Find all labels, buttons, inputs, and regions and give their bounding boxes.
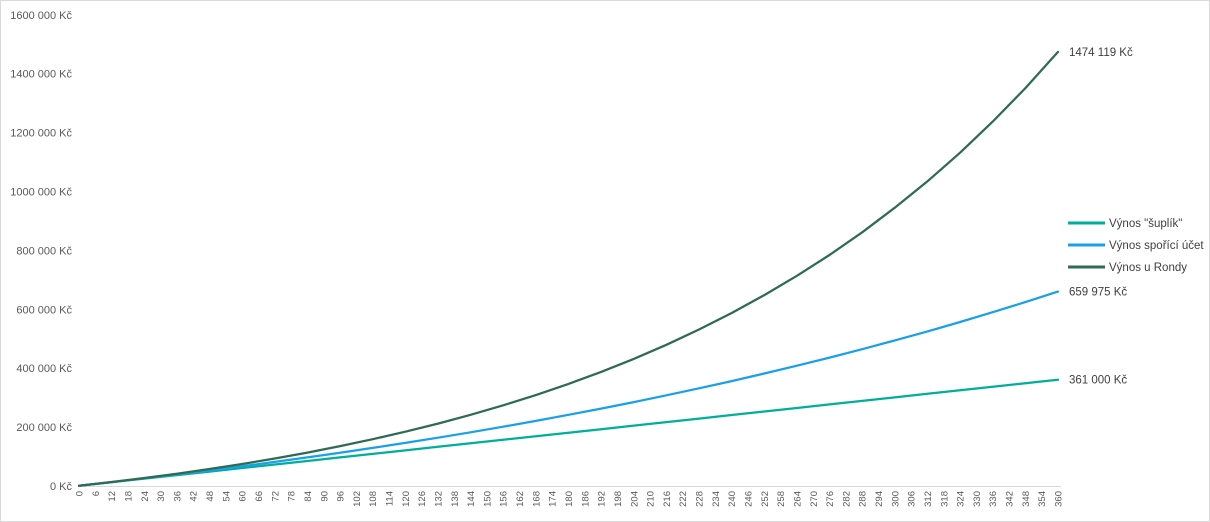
y-tick-label: 1400 000 Kč xyxy=(10,69,72,81)
x-tick-label: 78 xyxy=(287,491,298,502)
legend-item-2[interactable]: Výnos spořící účet xyxy=(1068,240,1204,252)
x-tick-label: 120 xyxy=(401,491,412,507)
x-tick-label: 174 xyxy=(548,491,559,507)
x-tick-label: 210 xyxy=(646,491,657,507)
x-tick-label: 216 xyxy=(662,491,673,507)
x-tick-label: 186 xyxy=(580,491,591,507)
x-tick-label: 102 xyxy=(352,491,363,507)
x-tick-label: 264 xyxy=(792,491,803,507)
x-tick-label: 60 xyxy=(238,491,249,502)
x-tick-label: 294 xyxy=(874,491,885,507)
x-tick-label: 258 xyxy=(776,491,787,507)
y-tick-label: 1000 000 Kč xyxy=(10,187,72,199)
x-tick-label: 228 xyxy=(695,491,706,507)
x-tick-label: 138 xyxy=(450,491,461,507)
x-tick-label: 348 xyxy=(1021,491,1032,507)
x-tick-label: 96 xyxy=(336,491,347,502)
series-end-label-3: 1474 119 Kč xyxy=(1069,47,1133,59)
x-tick-label: 204 xyxy=(629,491,640,507)
x-axis-tick-labels: 0 6 12 18 24 30 36 42 48 54 60 66 72 78 84 90 96 102 108 11… xyxy=(75,491,1065,507)
x-tick-label: 54 xyxy=(221,491,232,502)
series-line-3[interactable] xyxy=(77,50,1060,487)
x-tick-label: 324 xyxy=(956,491,967,507)
y-tick-label: 400 000 Kč xyxy=(16,363,72,375)
x-tick-label: 72 xyxy=(270,491,281,502)
x-tick-label: 30 xyxy=(156,491,167,502)
x-tick-label: 276 xyxy=(825,491,836,507)
x-tick-label: 90 xyxy=(319,491,330,502)
x-tick-label: 156 xyxy=(499,491,510,507)
x-tick-label: 6 xyxy=(91,491,102,496)
y-tick-label: 600 000 Kč xyxy=(16,304,72,316)
x-tick-label: 144 xyxy=(466,491,477,507)
x-tick-label: 168 xyxy=(531,491,542,507)
y-axis-tick-labels: 0 Kč 200 000 Kč 400 000 Kč 600 000 Kč 800 00… xyxy=(10,10,72,493)
x-tick-label: 150 xyxy=(482,491,493,507)
x-tick-label: 126 xyxy=(417,491,428,507)
x-tick-label: 318 xyxy=(939,491,950,507)
x-tick-label: 162 xyxy=(515,491,526,507)
x-tick-label: 18 xyxy=(123,491,134,502)
x-tick-label: 12 xyxy=(107,491,118,502)
legend-item-label: Výnos u Rondy xyxy=(1109,262,1187,274)
x-tick-label: 300 xyxy=(890,491,901,507)
legend: Výnos "šuplík" Výnos spořící účet Výnos u … xyxy=(1068,218,1204,274)
x-tick-label: 84 xyxy=(303,491,314,502)
x-tick-label: 132 xyxy=(433,491,444,507)
x-tick-label: 180 xyxy=(564,491,575,507)
x-tick-label: 306 xyxy=(907,491,918,507)
x-tick-label: 270 xyxy=(809,491,820,507)
x-tick-label: 36 xyxy=(172,491,183,502)
x-tick-label: 336 xyxy=(988,491,999,507)
x-tick-label: 330 xyxy=(972,491,983,507)
x-tick-label: 240 xyxy=(727,491,738,507)
x-tick-label: 114 xyxy=(385,491,396,506)
series-line-2[interactable] xyxy=(77,290,1060,487)
series-end-label-1: 361 000 Kč xyxy=(1069,375,1127,387)
x-tick-label: 246 xyxy=(743,491,754,507)
series-end-label-2: 659 975 Kč xyxy=(1069,287,1127,299)
x-tick-label: 192 xyxy=(597,491,608,507)
y-tick-label: 1200 000 Kč xyxy=(10,128,72,140)
x-tick-label: 288 xyxy=(858,491,869,507)
y-tick-label: 0 Kč xyxy=(50,481,73,493)
legend-item-label: Výnos spořící účet xyxy=(1109,240,1204,252)
y-tick-label: 200 000 Kč xyxy=(16,422,72,434)
y-tick-label: 800 000 Kč xyxy=(16,245,72,257)
x-tick-label: 312 xyxy=(923,491,934,507)
x-tick-label: 282 xyxy=(841,491,852,507)
x-tick-label: 354 xyxy=(1037,491,1048,507)
x-tick-label: 252 xyxy=(760,491,771,507)
x-tick-label: 42 xyxy=(189,491,200,502)
x-tick-label: 342 xyxy=(1005,491,1016,507)
x-tick-label: 24 xyxy=(140,491,151,502)
x-tick-label: 234 xyxy=(711,491,722,507)
legend-item-1[interactable]: Výnos "šuplík" xyxy=(1068,218,1182,230)
x-tick-label: 108 xyxy=(368,491,379,507)
series-line-1[interactable] xyxy=(77,378,1060,487)
x-tick-label: 48 xyxy=(205,491,216,502)
x-tick-label: 0 xyxy=(75,491,86,496)
legend-item-3[interactable]: Výnos u Rondy xyxy=(1068,262,1187,274)
x-tick-label: 66 xyxy=(254,491,265,502)
legend-item-label: Výnos "šuplík" xyxy=(1109,218,1182,230)
y-tick-label: 1600 000 Kč xyxy=(10,10,72,22)
x-tick-label: 222 xyxy=(678,491,689,507)
x-tick-label: 360 xyxy=(1054,491,1065,507)
x-tick-label: 198 xyxy=(613,491,624,507)
